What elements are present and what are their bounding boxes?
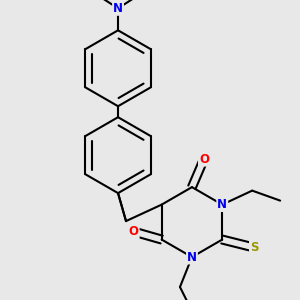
- Text: N: N: [113, 2, 123, 15]
- Text: S: S: [250, 241, 258, 254]
- Text: N: N: [187, 250, 197, 263]
- Text: O: O: [199, 153, 209, 166]
- Text: N: N: [217, 198, 227, 211]
- Text: O: O: [129, 225, 139, 238]
